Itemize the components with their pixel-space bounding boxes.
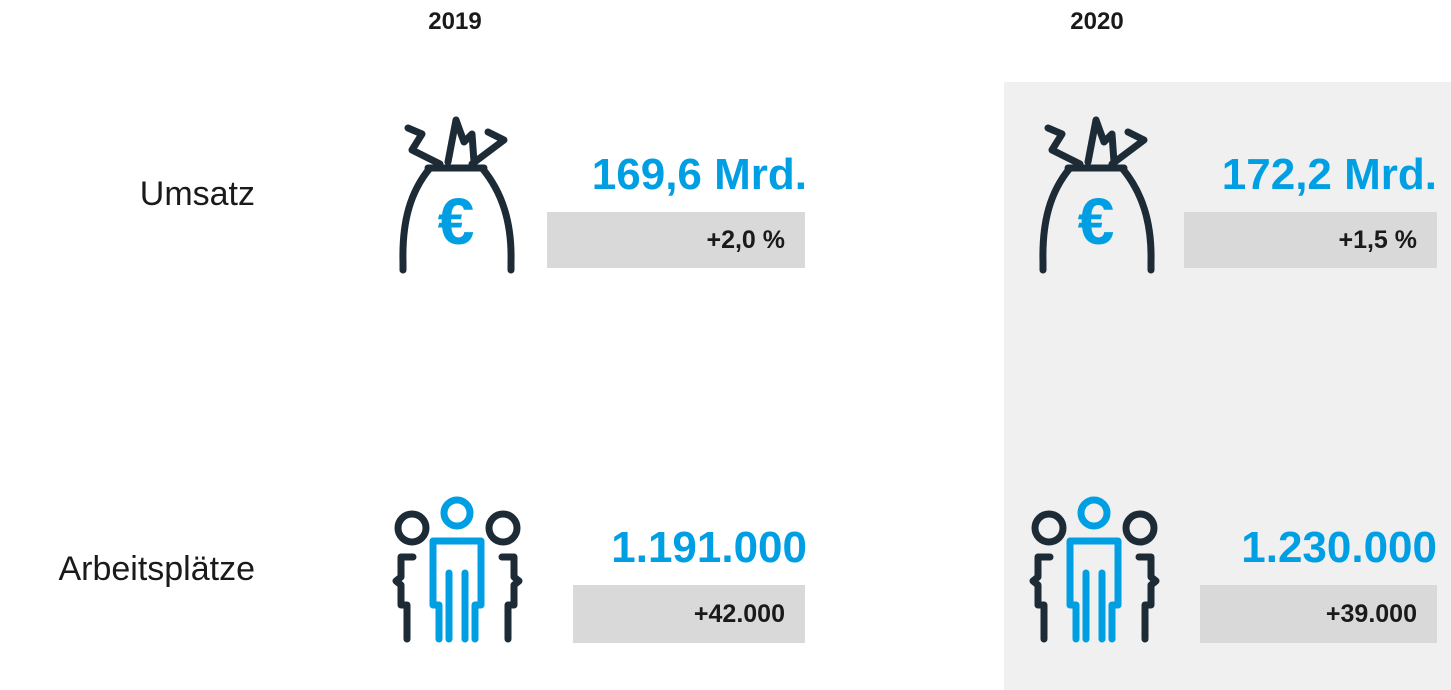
column-header: 2020	[1070, 8, 1124, 35]
value: 1.191.000	[611, 523, 807, 572]
money-bag-icon: €	[1039, 116, 1155, 274]
people-icon	[392, 496, 523, 643]
row-label: Umsatz	[139, 175, 255, 213]
value: 172,2 Mrd.	[1221, 150, 1437, 199]
value: 169,6 Mrd.	[591, 150, 807, 199]
money-bag-icon: €	[399, 116, 515, 274]
change: +1,5 %	[1184, 212, 1437, 268]
change: +39.000	[1200, 585, 1437, 643]
people-icon	[1029, 496, 1160, 643]
change: +2,0 %	[547, 212, 805, 268]
row-label: Arbeitsplätze	[58, 550, 255, 588]
change: +42.000	[573, 585, 805, 643]
svg-text:€: €	[438, 184, 475, 258]
column-header: 2019	[428, 8, 482, 35]
svg-text:€: €	[1078, 184, 1115, 258]
value: 1.230.000	[1241, 523, 1437, 572]
